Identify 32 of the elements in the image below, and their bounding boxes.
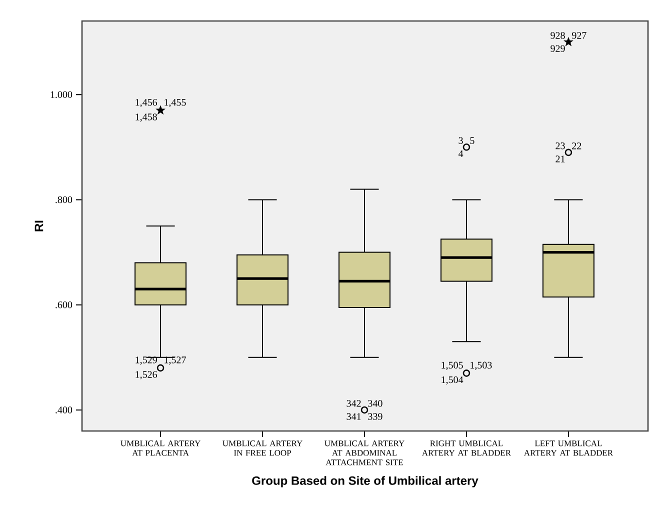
annotation: 1,456: [136, 99, 158, 108]
annotation: 342: [346, 400, 361, 407]
y-tick-label: .400: [56, 406, 72, 414]
x-tick-label: UMBLICAL ARTERY AT ABDOMINAL ATTACHMENT SITE: [324, 440, 404, 466]
annotation: 21: [556, 156, 565, 162]
x-tick-label: LEFT UMBLICAL ARTERY AT BLADDER: [524, 440, 614, 456]
annotation: 23: [556, 142, 565, 150]
x-axis-title: Group Based on Site of Umbilical artery: [252, 476, 478, 488]
annotation: 1,503: [470, 362, 492, 370]
x-tick-label: UMBLICAL ARTERY AT PLACENTA: [120, 440, 200, 456]
annotation: 1,458: [136, 114, 157, 122]
y-tick-label: .600: [56, 301, 72, 308]
y-tick-label: .800: [56, 196, 72, 204]
annotation: 22: [572, 142, 582, 150]
annotation: 1,526: [136, 371, 158, 380]
annotation: 928: [550, 32, 565, 39]
annotation: 927: [572, 32, 586, 39]
annotation: 929: [550, 45, 565, 52]
annotation: 340: [368, 400, 382, 407]
annotation: 3: [458, 137, 463, 144]
annotation: 4: [458, 150, 464, 157]
annotation: 341: [346, 413, 361, 420]
x-tick-label: RIGHT UMBLICAL ARTERY AT BLADDER: [422, 440, 512, 456]
annotation: 1,504: [442, 376, 464, 385]
y-axis-title: RI: [34, 220, 44, 232]
annotation: 1,529: [136, 356, 157, 365]
annotation: 1,455: [164, 99, 186, 108]
annotation: 1,505: [442, 362, 463, 370]
annotation: 5: [470, 137, 474, 144]
annotation: 339: [368, 413, 382, 420]
y-tick-label: 1.000: [50, 91, 72, 98]
x-tick-label: UMBLICAL ARTERY IN FREE LOOP: [222, 440, 302, 456]
